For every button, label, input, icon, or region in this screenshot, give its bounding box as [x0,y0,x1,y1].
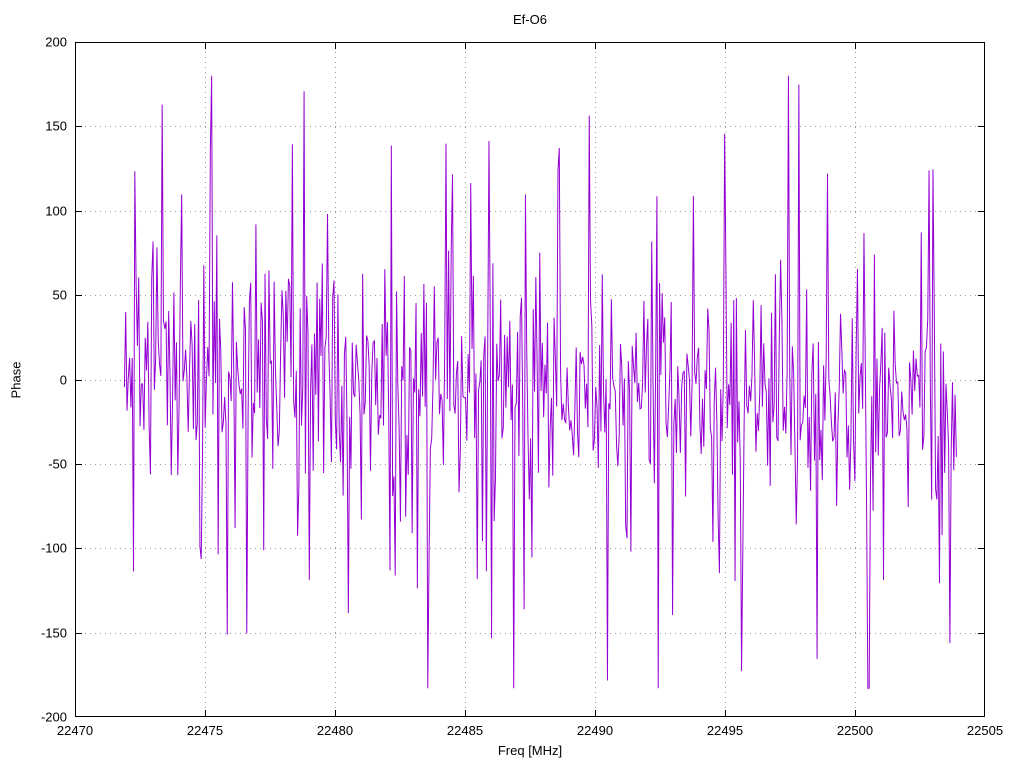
x-axis-label: Freq [MHz] [497,743,563,758]
y-tick-label: -200 [40,709,67,725]
y-tick-label: -150 [40,625,67,641]
x-tick-label: 22480 [316,723,354,738]
x-tick-label: 22490 [576,723,614,738]
y-tick-label: -50 [48,456,67,472]
y-tick-label: 100 [45,203,67,219]
y-tick-label: 0 [59,372,67,387]
phase-series-line [123,75,957,689]
plot-border [75,42,985,717]
y-tick-label: -100 [40,540,67,556]
phase-line-plot [75,42,985,717]
x-tick-label: 22470 [56,723,94,738]
y-tick-label: 50 [52,287,67,303]
x-tick-label: 22485 [446,723,484,738]
x-tick-label: 22500 [836,723,874,738]
y-axis-label: Phase [8,361,24,398]
x-tick-label: 22475 [186,723,224,738]
x-tick-label: 22505 [966,723,1004,738]
x-tick-label: 22495 [706,723,744,738]
y-tick-label: 150 [45,118,67,134]
chart-title: Ef-O6 [513,12,547,27]
y-tick-label: 200 [45,34,67,50]
plot-area [75,42,985,717]
